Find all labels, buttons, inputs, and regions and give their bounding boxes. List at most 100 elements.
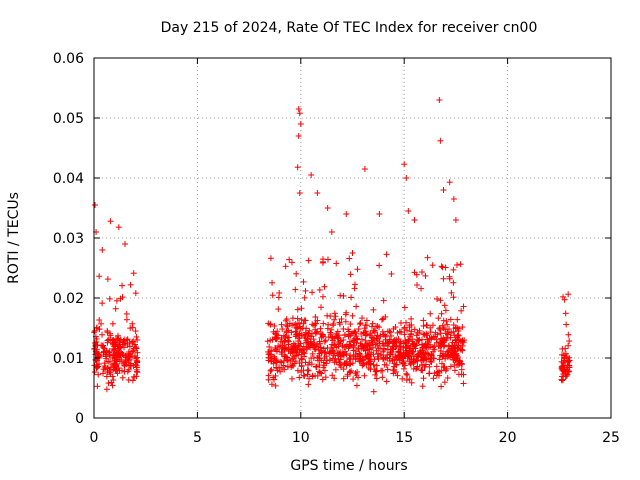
data-point — [399, 355, 406, 362]
data-point — [328, 333, 335, 340]
data-point — [320, 320, 327, 327]
data-point — [323, 357, 330, 364]
data-point — [426, 370, 433, 377]
data-point — [370, 306, 377, 313]
data-point — [410, 348, 417, 355]
data-point — [294, 367, 301, 374]
data-point — [427, 329, 434, 336]
data-point — [450, 328, 457, 335]
data-point — [565, 342, 572, 349]
data-point — [321, 283, 328, 290]
data-point — [562, 310, 569, 317]
data-point — [113, 362, 120, 369]
data-point — [356, 321, 363, 328]
data-point — [353, 372, 360, 379]
data-point — [265, 351, 272, 358]
data-point — [282, 263, 289, 270]
data-point — [405, 208, 412, 214]
data-point — [441, 336, 448, 343]
data-point — [293, 325, 300, 332]
data-point — [99, 370, 106, 377]
data-point — [112, 305, 119, 312]
data-point — [427, 310, 434, 317]
x-tick-label: 25 — [602, 430, 620, 446]
data-point — [305, 381, 312, 388]
data-point — [416, 329, 423, 336]
data-point — [444, 374, 451, 381]
data-point — [322, 374, 329, 381]
data-point — [295, 351, 302, 358]
data-point — [358, 330, 365, 337]
x-tick-label: 20 — [499, 430, 517, 446]
data-point — [99, 300, 106, 307]
data-point — [564, 368, 571, 375]
data-point — [379, 316, 386, 323]
data-point — [452, 324, 459, 331]
data-point — [459, 337, 466, 344]
data-point — [343, 211, 350, 217]
data-point — [318, 349, 325, 356]
data-point — [362, 347, 369, 354]
data-point — [112, 352, 119, 359]
data-point — [431, 370, 438, 377]
data-point — [301, 372, 308, 379]
data-point — [562, 350, 569, 357]
data-point — [328, 326, 335, 333]
data-point — [441, 302, 448, 309]
data-point — [401, 304, 408, 311]
data-point — [392, 324, 399, 331]
data-point — [438, 263, 445, 270]
data-point — [322, 337, 329, 344]
data-point — [267, 255, 274, 262]
data-point — [322, 348, 329, 355]
data-point — [298, 355, 305, 362]
data-point — [301, 294, 308, 301]
data-point — [353, 382, 360, 389]
data-point — [566, 354, 573, 361]
data-point — [418, 269, 425, 276]
data-point — [435, 315, 442, 322]
data-point — [265, 372, 272, 379]
data-point — [132, 290, 139, 297]
data-point — [380, 354, 387, 361]
data-point — [324, 205, 331, 211]
data-point — [425, 339, 432, 346]
data-point — [450, 196, 457, 202]
data-point — [337, 356, 344, 363]
data-point — [279, 365, 286, 372]
data-point — [363, 317, 370, 324]
data-point — [292, 358, 299, 365]
data-point — [407, 331, 414, 338]
data-point — [437, 297, 444, 304]
data-point — [414, 358, 421, 365]
data-point — [446, 352, 453, 359]
data-point — [310, 336, 317, 343]
data-point — [406, 358, 413, 365]
data-point — [457, 261, 464, 268]
data-point — [265, 320, 272, 327]
data-point — [391, 366, 398, 373]
data-point — [427, 324, 434, 331]
data-point — [434, 296, 441, 303]
data-point — [298, 316, 305, 323]
data-point — [116, 367, 123, 374]
data-point — [437, 137, 444, 144]
data-point — [104, 339, 111, 346]
data-point — [130, 270, 137, 277]
data-point — [277, 338, 284, 345]
data-point — [440, 317, 447, 324]
data-point — [420, 317, 427, 324]
data-point — [451, 348, 458, 355]
data-point — [319, 376, 326, 383]
data-point — [444, 321, 451, 328]
data-point — [441, 379, 448, 386]
data-point — [281, 346, 288, 353]
data-point — [99, 247, 106, 253]
data-point — [415, 337, 422, 344]
data-point — [320, 293, 327, 300]
data-point — [341, 332, 348, 339]
data-point — [127, 360, 134, 367]
data-point — [403, 370, 410, 377]
data-point — [374, 353, 381, 360]
data-point — [131, 373, 138, 380]
